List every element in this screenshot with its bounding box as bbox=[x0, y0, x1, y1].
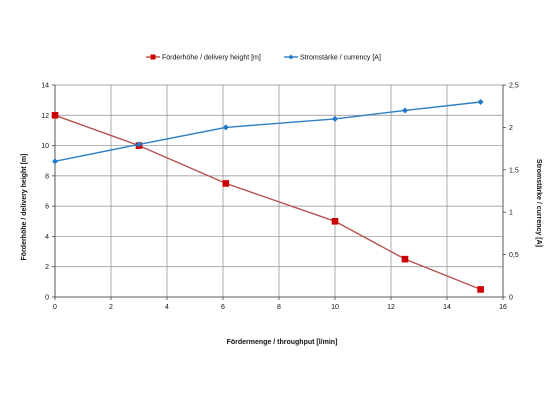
x-tick-label: 0 bbox=[53, 304, 57, 311]
y-right-tick-label: 2 bbox=[509, 125, 513, 132]
y-left-tick-label: 8 bbox=[45, 173, 49, 180]
data-point-currency bbox=[222, 124, 229, 131]
x-tick-label: 14 bbox=[443, 304, 451, 311]
series-line-0 bbox=[54, 114, 481, 291]
data-point-delivery-height bbox=[401, 255, 409, 263]
data-point-delivery-height bbox=[477, 286, 484, 293]
data-point-currency bbox=[332, 115, 338, 122]
grid bbox=[54, 84, 504, 298]
data-point-currency bbox=[52, 158, 58, 165]
x-tick-label: 16 bbox=[499, 304, 507, 311]
legend: Förderhöhe / delivery height [m] Stromst… bbox=[146, 54, 381, 62]
series-line-1 bbox=[54, 101, 481, 162]
legend-marker-delivery-height bbox=[150, 54, 156, 60]
y-right-tick-label: 1,5 bbox=[509, 167, 519, 174]
legend-label-currency: Stromstärke / currency [A] bbox=[300, 55, 381, 62]
axes bbox=[52, 84, 506, 300]
data-point-delivery-height bbox=[51, 111, 59, 119]
legend-marker-currency bbox=[288, 54, 294, 60]
y-left-tick-label: 6 bbox=[45, 204, 49, 211]
x-tick-label: 2 bbox=[109, 304, 113, 311]
y-left-tick-label: 2 bbox=[45, 264, 49, 271]
y-left-tick-label: 0 bbox=[45, 295, 49, 302]
x-tick-label: 4 bbox=[165, 304, 169, 311]
x-tick-label: 6 bbox=[221, 304, 225, 311]
data-point-currency bbox=[136, 141, 142, 148]
x-axis-title: Fördermenge / throughput [l/min] bbox=[227, 339, 338, 346]
y-right-tick-label: 0 bbox=[509, 295, 513, 302]
legend-label-delivery-height: Förderhöhe / delivery height [m] bbox=[162, 55, 261, 62]
y-left-tick-label: 14 bbox=[41, 83, 49, 90]
y-right-tick-label: 1 bbox=[509, 210, 513, 217]
data-point-currency bbox=[402, 107, 408, 114]
x-tick-label: 10 bbox=[331, 304, 339, 311]
y-axis-left-title: Förderhöhe / delivery height [m] bbox=[21, 154, 28, 261]
data-point-delivery-height bbox=[331, 217, 339, 225]
x-tick-label: 8 bbox=[277, 304, 281, 311]
data-point-delivery-height bbox=[222, 180, 230, 187]
y-axis-right-title: Stromstärke / currency [A] bbox=[535, 159, 542, 247]
y-right-tick-label: 0,5 bbox=[509, 252, 519, 259]
series bbox=[51, 98, 484, 293]
data-point-currency bbox=[477, 98, 484, 105]
x-tick-label: 12 bbox=[387, 304, 395, 311]
y-left-tick-label: 4 bbox=[45, 234, 49, 241]
y-left-tick-label: 12 bbox=[41, 113, 49, 120]
y-left-tick-label: 10 bbox=[41, 143, 49, 150]
y-right-tick-label: 2,5 bbox=[509, 83, 519, 90]
